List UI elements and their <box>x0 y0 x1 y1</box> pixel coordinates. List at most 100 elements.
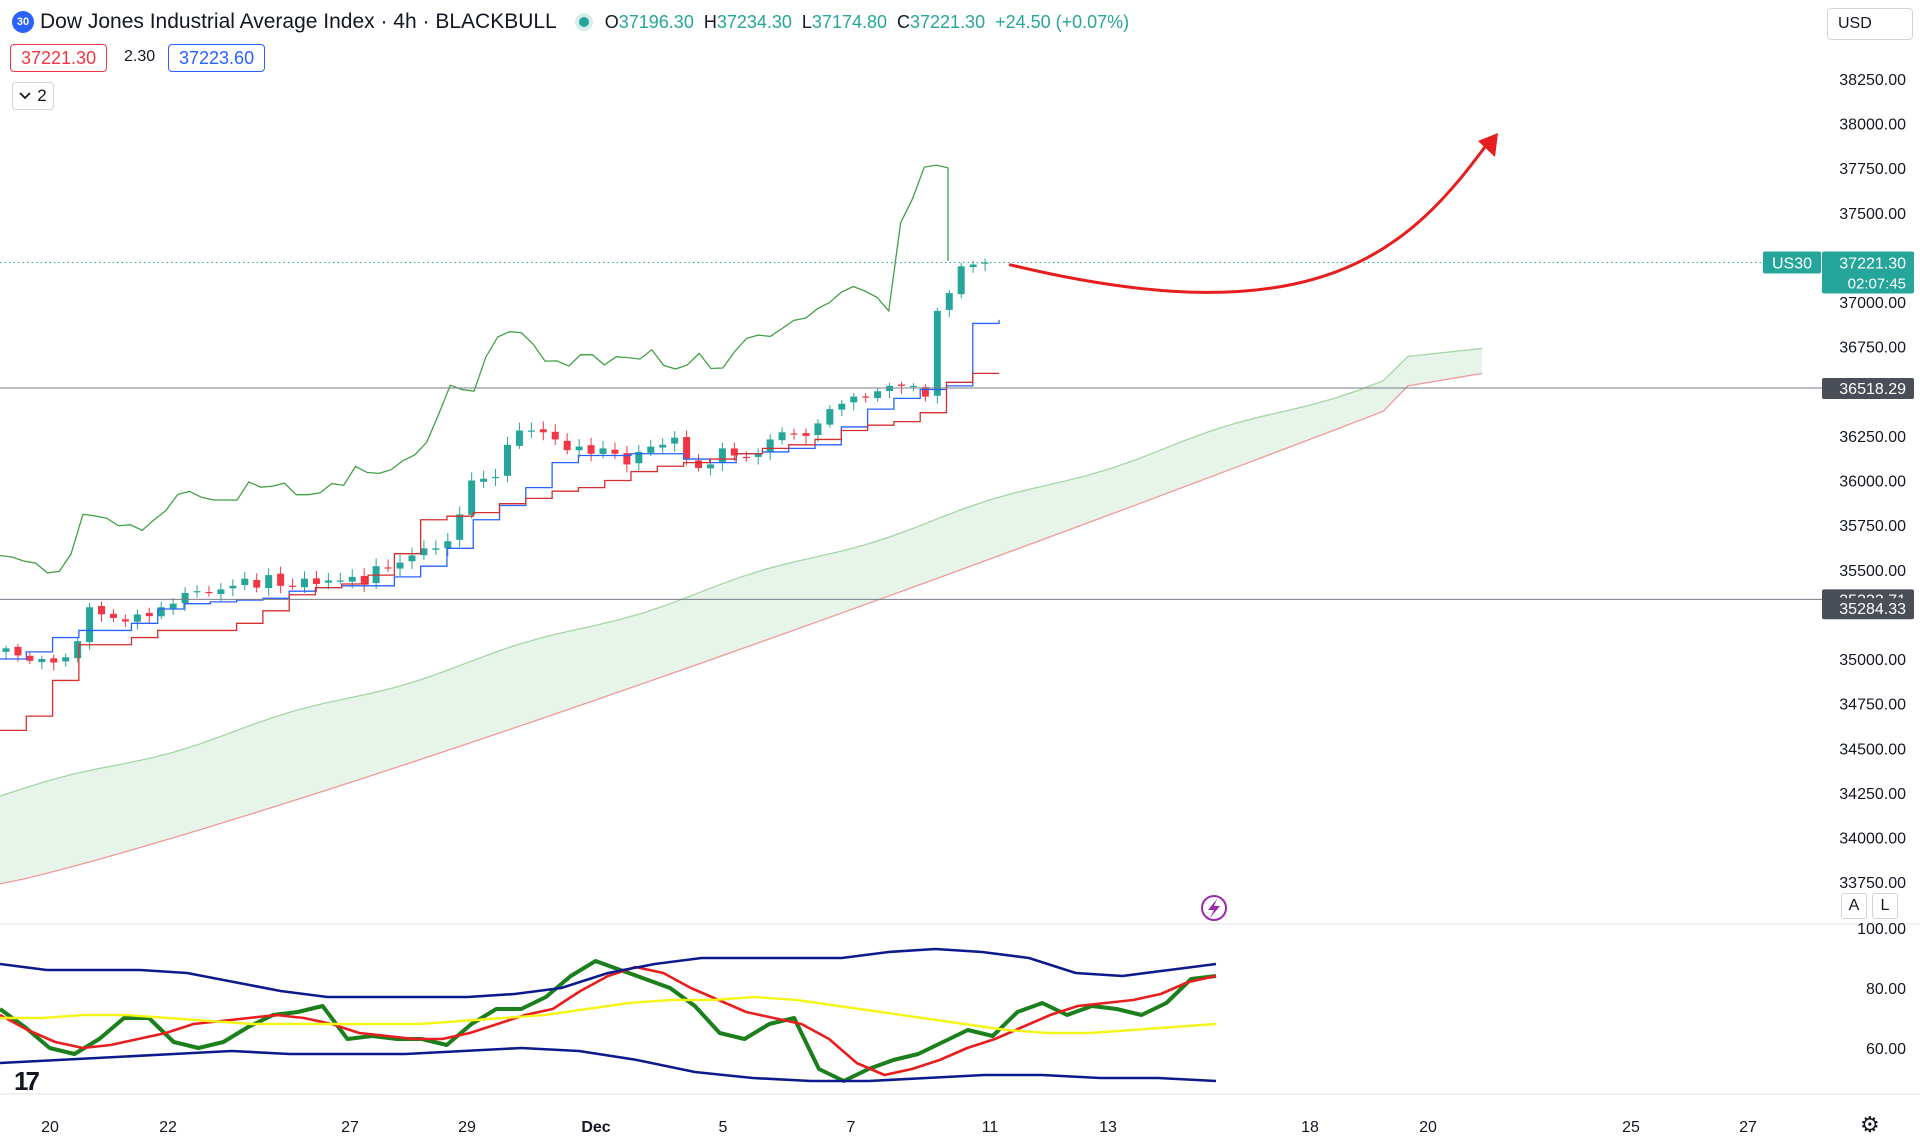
price-tick-label: 36000.00 <box>1839 474 1906 491</box>
indicator-count: 2 <box>37 86 47 105</box>
candle <box>921 384 929 402</box>
level-price-tag-bg <box>1822 377 1914 399</box>
candle-body <box>706 464 714 469</box>
low-value: 37174.80 <box>811 11 887 32</box>
candle-body <box>62 657 70 662</box>
oscillator-mid-line <box>0 995 1217 1035</box>
candle <box>301 571 308 594</box>
currency-select[interactable]: USD <box>1827 8 1913 40</box>
candle-body <box>420 548 428 556</box>
candle-body <box>850 396 858 403</box>
candle <box>826 404 834 428</box>
candle <box>957 262 965 299</box>
candle <box>229 579 237 597</box>
time-tick-label: 29 <box>458 1119 476 1136</box>
indicators-collapse-button[interactable]: 2 <box>12 82 54 110</box>
candle <box>98 601 106 622</box>
candle-body <box>551 431 559 440</box>
candle-body <box>802 433 810 436</box>
lightning-bolt-icon <box>1208 899 1220 918</box>
time-tick-label: 20 <box>41 1119 59 1136</box>
lightning-icon <box>1201 895 1227 921</box>
candle <box>587 437 595 462</box>
candle-body <box>659 444 667 448</box>
time-tick-label: 27 <box>341 1119 359 1136</box>
time-tick-label: 11 <box>982 1119 999 1136</box>
candle-body <box>193 591 201 593</box>
candle <box>563 433 571 455</box>
price-tick-label: 38250.00 <box>1839 72 1906 89</box>
candle-body <box>611 449 619 454</box>
price-tick-label: 34000.00 <box>1839 831 1906 848</box>
candle-body <box>695 460 703 469</box>
candle <box>874 388 882 402</box>
candle <box>480 470 488 488</box>
candle <box>26 652 34 665</box>
candle-body <box>599 448 607 454</box>
price-tick-label: 38000.00 <box>1839 117 1906 134</box>
oscillator-main-line <box>0 959 1217 1083</box>
price-tick-label: 34750.00 <box>1839 697 1906 714</box>
candle <box>886 382 894 399</box>
candle <box>169 598 177 616</box>
price-tick-label: 35750.00 <box>1839 518 1906 535</box>
candle <box>384 559 392 572</box>
sell-price-button[interactable]: 37221.30 <box>10 44 108 72</box>
candle-body <box>492 476 500 479</box>
candle <box>217 583 225 602</box>
candle <box>74 637 82 663</box>
oscillator-tick-label: 80.00 <box>1866 981 1906 998</box>
projection-arrow <box>1008 139 1492 294</box>
candle-body <box>945 293 953 310</box>
candle <box>157 601 165 620</box>
candle-body <box>2 648 10 652</box>
time-tick-label: 5 <box>719 1119 728 1136</box>
price-tick-label: 36250.00 <box>1839 429 1906 446</box>
main-price-pane <box>0 133 1822 921</box>
buy-price-button[interactable]: 37223.60 <box>168 44 266 72</box>
candle <box>945 289 953 318</box>
candle-body <box>14 646 22 656</box>
price-tick-label: 34500.00 <box>1839 741 1906 758</box>
candle <box>659 438 667 454</box>
candle <box>277 566 285 594</box>
candle-body <box>408 555 416 562</box>
time-tick-label: 20 <box>1419 1119 1437 1136</box>
current-price-tag: 37221.30 <box>1839 255 1906 272</box>
spread-value: 2.30 <box>124 48 156 65</box>
candle-body <box>933 310 941 396</box>
candle-body <box>145 612 153 617</box>
candle <box>790 428 798 440</box>
candle <box>109 609 117 623</box>
candle <box>623 446 631 473</box>
candle-body <box>26 655 34 661</box>
market-open-icon <box>578 17 589 27</box>
log-scale-button[interactable]: L <box>1872 893 1898 919</box>
candle <box>503 436 511 483</box>
candle-body <box>253 579 261 588</box>
settings-gear-icon[interactable]: ⚙ <box>1860 1112 1880 1137</box>
symbol-logo-icon: 30 <box>12 11 34 33</box>
candle <box>814 419 822 442</box>
candle-body <box>874 391 882 399</box>
auto-scale-button[interactable]: A <box>1841 893 1867 919</box>
chevron-down-icon <box>19 92 31 100</box>
time-tick-label: 18 <box>1301 1119 1319 1136</box>
ichimoku-cloud <box>0 348 1482 884</box>
candle-body <box>718 448 726 464</box>
candle <box>396 554 404 576</box>
candle <box>718 442 726 471</box>
candle-body <box>909 385 917 388</box>
candle <box>50 654 58 671</box>
candle-body <box>515 430 523 446</box>
kijun-sen-line <box>0 372 1000 732</box>
oscillator-pane: 100.00 80.00 60.00 <box>0 921 1906 1083</box>
price-tick-label: 34250.00 <box>1839 786 1906 803</box>
candle-body <box>181 592 189 604</box>
candle-body <box>898 384 905 386</box>
candle-body <box>229 585 237 589</box>
candle-body <box>121 619 129 622</box>
chart-title[interactable]: Dow Jones Industrial Average Index · 4h … <box>40 10 557 33</box>
candle <box>850 392 858 411</box>
close-value: 37221.30 <box>910 11 986 32</box>
